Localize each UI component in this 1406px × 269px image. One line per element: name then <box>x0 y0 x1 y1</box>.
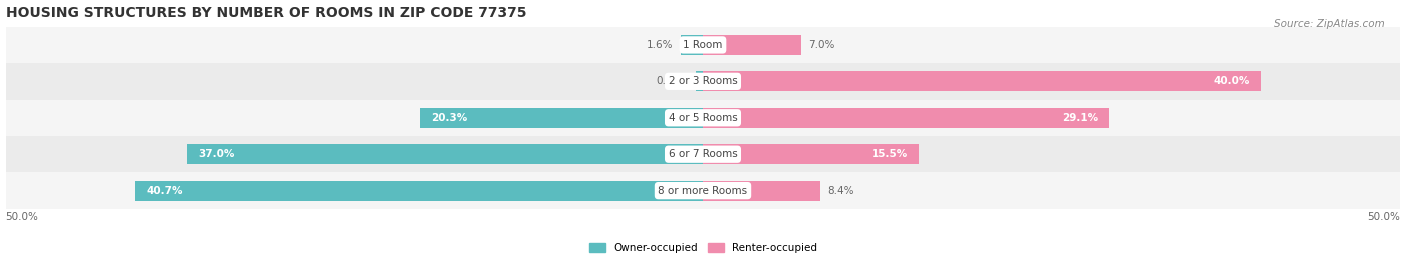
Text: 2 or 3 Rooms: 2 or 3 Rooms <box>669 76 737 86</box>
Bar <box>6 100 1400 136</box>
Text: 40.7%: 40.7% <box>146 186 183 196</box>
Bar <box>703 108 1109 128</box>
Bar <box>6 63 1400 100</box>
Text: 4 or 5 Rooms: 4 or 5 Rooms <box>669 113 737 123</box>
Bar <box>6 27 1400 63</box>
Text: 1.6%: 1.6% <box>647 40 673 50</box>
Bar <box>6 136 1400 172</box>
Text: 15.5%: 15.5% <box>872 149 908 159</box>
Text: 0.47%: 0.47% <box>657 76 689 86</box>
Legend: Owner-occupied, Renter-occupied: Owner-occupied, Renter-occupied <box>585 239 821 257</box>
Text: Source: ZipAtlas.com: Source: ZipAtlas.com <box>1274 19 1385 29</box>
Text: 1 Room: 1 Room <box>683 40 723 50</box>
Bar <box>703 144 920 164</box>
Bar <box>703 180 820 201</box>
Bar <box>696 71 703 91</box>
Text: 29.1%: 29.1% <box>1062 113 1098 123</box>
Bar <box>681 35 703 55</box>
Text: 7.0%: 7.0% <box>807 40 834 50</box>
Text: HOUSING STRUCTURES BY NUMBER OF ROOMS IN ZIP CODE 77375: HOUSING STRUCTURES BY NUMBER OF ROOMS IN… <box>6 6 526 20</box>
Text: 20.3%: 20.3% <box>432 113 467 123</box>
Text: 50.0%: 50.0% <box>1368 212 1400 222</box>
Bar <box>135 180 703 201</box>
Bar <box>703 35 800 55</box>
Text: 50.0%: 50.0% <box>6 212 38 222</box>
Text: 8.4%: 8.4% <box>827 186 853 196</box>
Text: 37.0%: 37.0% <box>198 149 235 159</box>
Text: 40.0%: 40.0% <box>1213 76 1250 86</box>
Bar <box>6 172 1400 209</box>
Bar <box>187 144 703 164</box>
Text: 6 or 7 Rooms: 6 or 7 Rooms <box>669 149 737 159</box>
Bar <box>420 108 703 128</box>
Bar <box>703 71 1261 91</box>
Text: 8 or more Rooms: 8 or more Rooms <box>658 186 748 196</box>
